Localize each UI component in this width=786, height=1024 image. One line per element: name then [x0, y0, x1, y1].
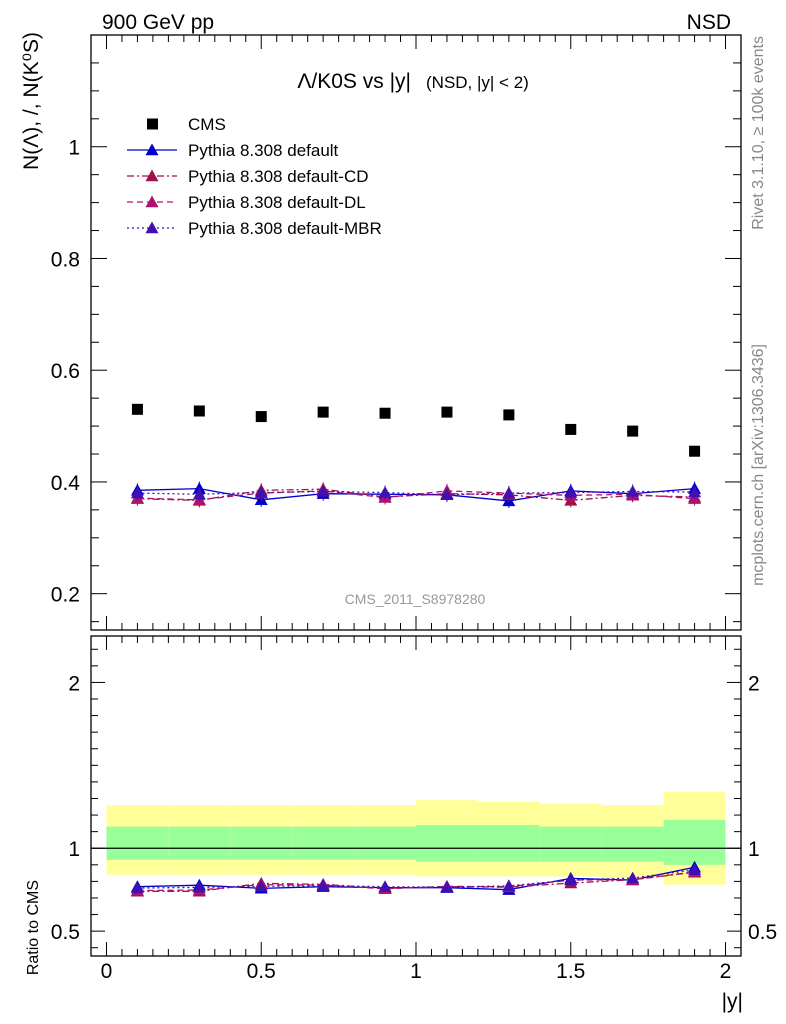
cms-data-point: [193, 405, 205, 417]
mc-data-point-4: [564, 486, 578, 498]
ratio-y-tick-label-right: 2: [748, 672, 760, 695]
y-tick-label: 0.6: [51, 360, 80, 383]
ratio-point-3: [192, 880, 206, 893]
x-tick-label: 2: [720, 960, 732, 983]
y-tick-label: 1: [68, 137, 80, 160]
legend-label-4: Pythia 8.308 default-MBR: [188, 219, 382, 238]
mc-data-point-4: [192, 487, 206, 500]
watermark: CMS_2011_S8978280: [345, 591, 486, 607]
main-y-axis-label: N(Λ), /, N(K⁰S): [20, 32, 43, 170]
ratio-point-3: [688, 863, 702, 875]
ratio-point-3: [440, 880, 454, 893]
x-tick-label: 0: [101, 960, 113, 983]
x-tick-label: 0.5: [247, 960, 276, 983]
mc-data-point-4: [316, 484, 330, 497]
cms-data-point: [379, 407, 391, 419]
cms-data-point: [131, 403, 143, 415]
series-line-3: [137, 490, 695, 501]
uncertainty-band-inner: [601, 826, 664, 862]
ratio-y-tick-label: 2: [68, 672, 80, 695]
uncertainty-band-inner: [230, 826, 293, 860]
ratio-panel: 0 0.5 1 1.5 2 0.5 0.5 1 1 2 2: [51, 635, 777, 983]
legend-label-0: CMS: [188, 115, 226, 134]
mc-data-point-4: [688, 485, 702, 498]
uncertainty-band-inner: [477, 825, 540, 862]
series-line-1: [137, 488, 695, 502]
legend-marker-2: [145, 169, 159, 182]
cms-data-point: [503, 409, 515, 421]
mc-data-point-4: [378, 486, 392, 498]
rivet-version-label: Rivet 3.1.10, ≥ 100k events: [750, 36, 767, 230]
cms-data-point: [317, 406, 329, 418]
mc-data-point-4: [254, 486, 268, 498]
y-tick-label: 0.4: [51, 472, 81, 495]
cms-data-point: [255, 411, 267, 423]
ratio-y-tick-label-right: 1: [748, 838, 760, 861]
uncertainty-band-inner: [354, 826, 416, 860]
y-tick-label: 0.8: [51, 248, 80, 271]
uncertainty-band-inner: [168, 826, 231, 860]
mc-data-point-4: [440, 488, 454, 500]
legend-label-3: Pythia 8.308 default-DL: [188, 193, 366, 212]
legend-marker-1: [145, 143, 159, 156]
x-tick-label: 1: [410, 960, 422, 983]
cms-data-point: [441, 406, 453, 418]
ratio-line-2: [137, 871, 695, 892]
cms-data-point: [689, 445, 701, 457]
ratio-point-3: [564, 873, 578, 886]
legend-label-1: Pythia 8.308 default: [188, 141, 339, 160]
uncertainty-band-inner: [663, 820, 726, 865]
ratio-point-3: [130, 881, 144, 894]
uncertainty-band-inner: [416, 825, 478, 862]
legend-marker-3: [145, 195, 159, 208]
legend: CMS Pythia 8.308 default Pythia 8.308 defa…: [127, 115, 382, 238]
uncertainty-band-inner: [539, 826, 602, 862]
mc-data-point-4: [502, 486, 516, 499]
ratio-point-3: [378, 880, 392, 892]
plot-title: Λ/K0S vs |y|: [297, 70, 411, 93]
ratio-point-3: [502, 879, 516, 892]
x-tick-label: 1.5: [556, 960, 585, 983]
cms-data-point: [565, 423, 577, 435]
mc-data-point-4: [626, 484, 640, 497]
uncertainty-band-inner: [292, 826, 355, 860]
mcplots-label: mcplots.cern.ch [arXiv:1306.3436]: [750, 344, 767, 586]
ratio-frame: [90, 635, 742, 957]
legend-marker-cms: [147, 118, 158, 130]
ratio-point-3: [316, 879, 330, 891]
ratio-point-3: [626, 871, 640, 884]
main-panel: 0.2 0.4 0.6 0.8 1: [51, 34, 742, 956]
ratio-y-axis-label: Ratio to CMS: [25, 880, 42, 975]
plot-subtitle: (NSD, |y| < 2): [426, 73, 529, 92]
legend-label-2: Pythia 8.308 default-CD: [188, 167, 369, 186]
ratio-y-tick-label-right: 0.5: [748, 921, 777, 944]
header-collision-label: 900 GeV pp: [102, 11, 214, 34]
series-line-2: [137, 488, 695, 502]
ratio-y-tick-label: 1: [68, 838, 80, 861]
y-tick-label: 0.2: [51, 584, 80, 607]
cms-data-point: [627, 425, 639, 437]
uncertainty-band-inner: [106, 826, 169, 860]
ratio-point-3: [254, 879, 268, 892]
mc-data-point-4: [130, 486, 144, 499]
x-axis-label: |y|: [722, 990, 743, 1013]
ratio-y-tick-label: 0.5: [51, 921, 80, 944]
header-process-label: NSD: [687, 11, 731, 34]
legend-marker-4: [145, 221, 159, 234]
